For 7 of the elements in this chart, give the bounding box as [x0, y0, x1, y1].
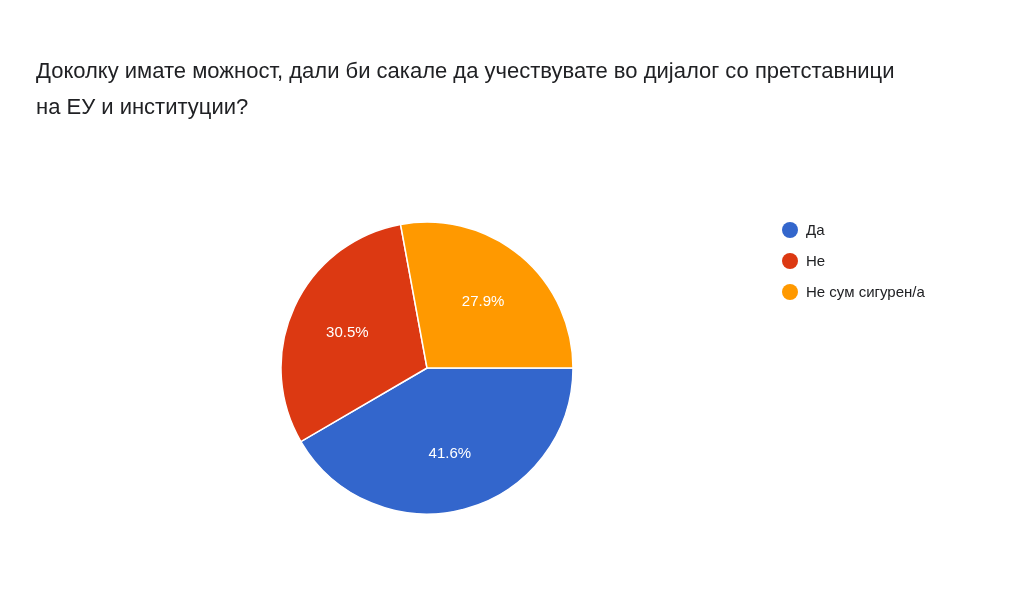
- data-label: 41.6%: [428, 443, 472, 461]
- data-label: 30.5%: [326, 322, 369, 340]
- legend-label: Не сум сигурен/а: [806, 283, 926, 301]
- chart-title: Доколку имате можност, дали би сакале да учествувате во дијалог со претставници на ЕУ и институции?: [36, 58, 895, 119]
- legend-label: Да: [806, 221, 826, 239]
- legend-label: Не: [806, 252, 826, 270]
- data-label: 27.9%: [461, 291, 505, 309]
